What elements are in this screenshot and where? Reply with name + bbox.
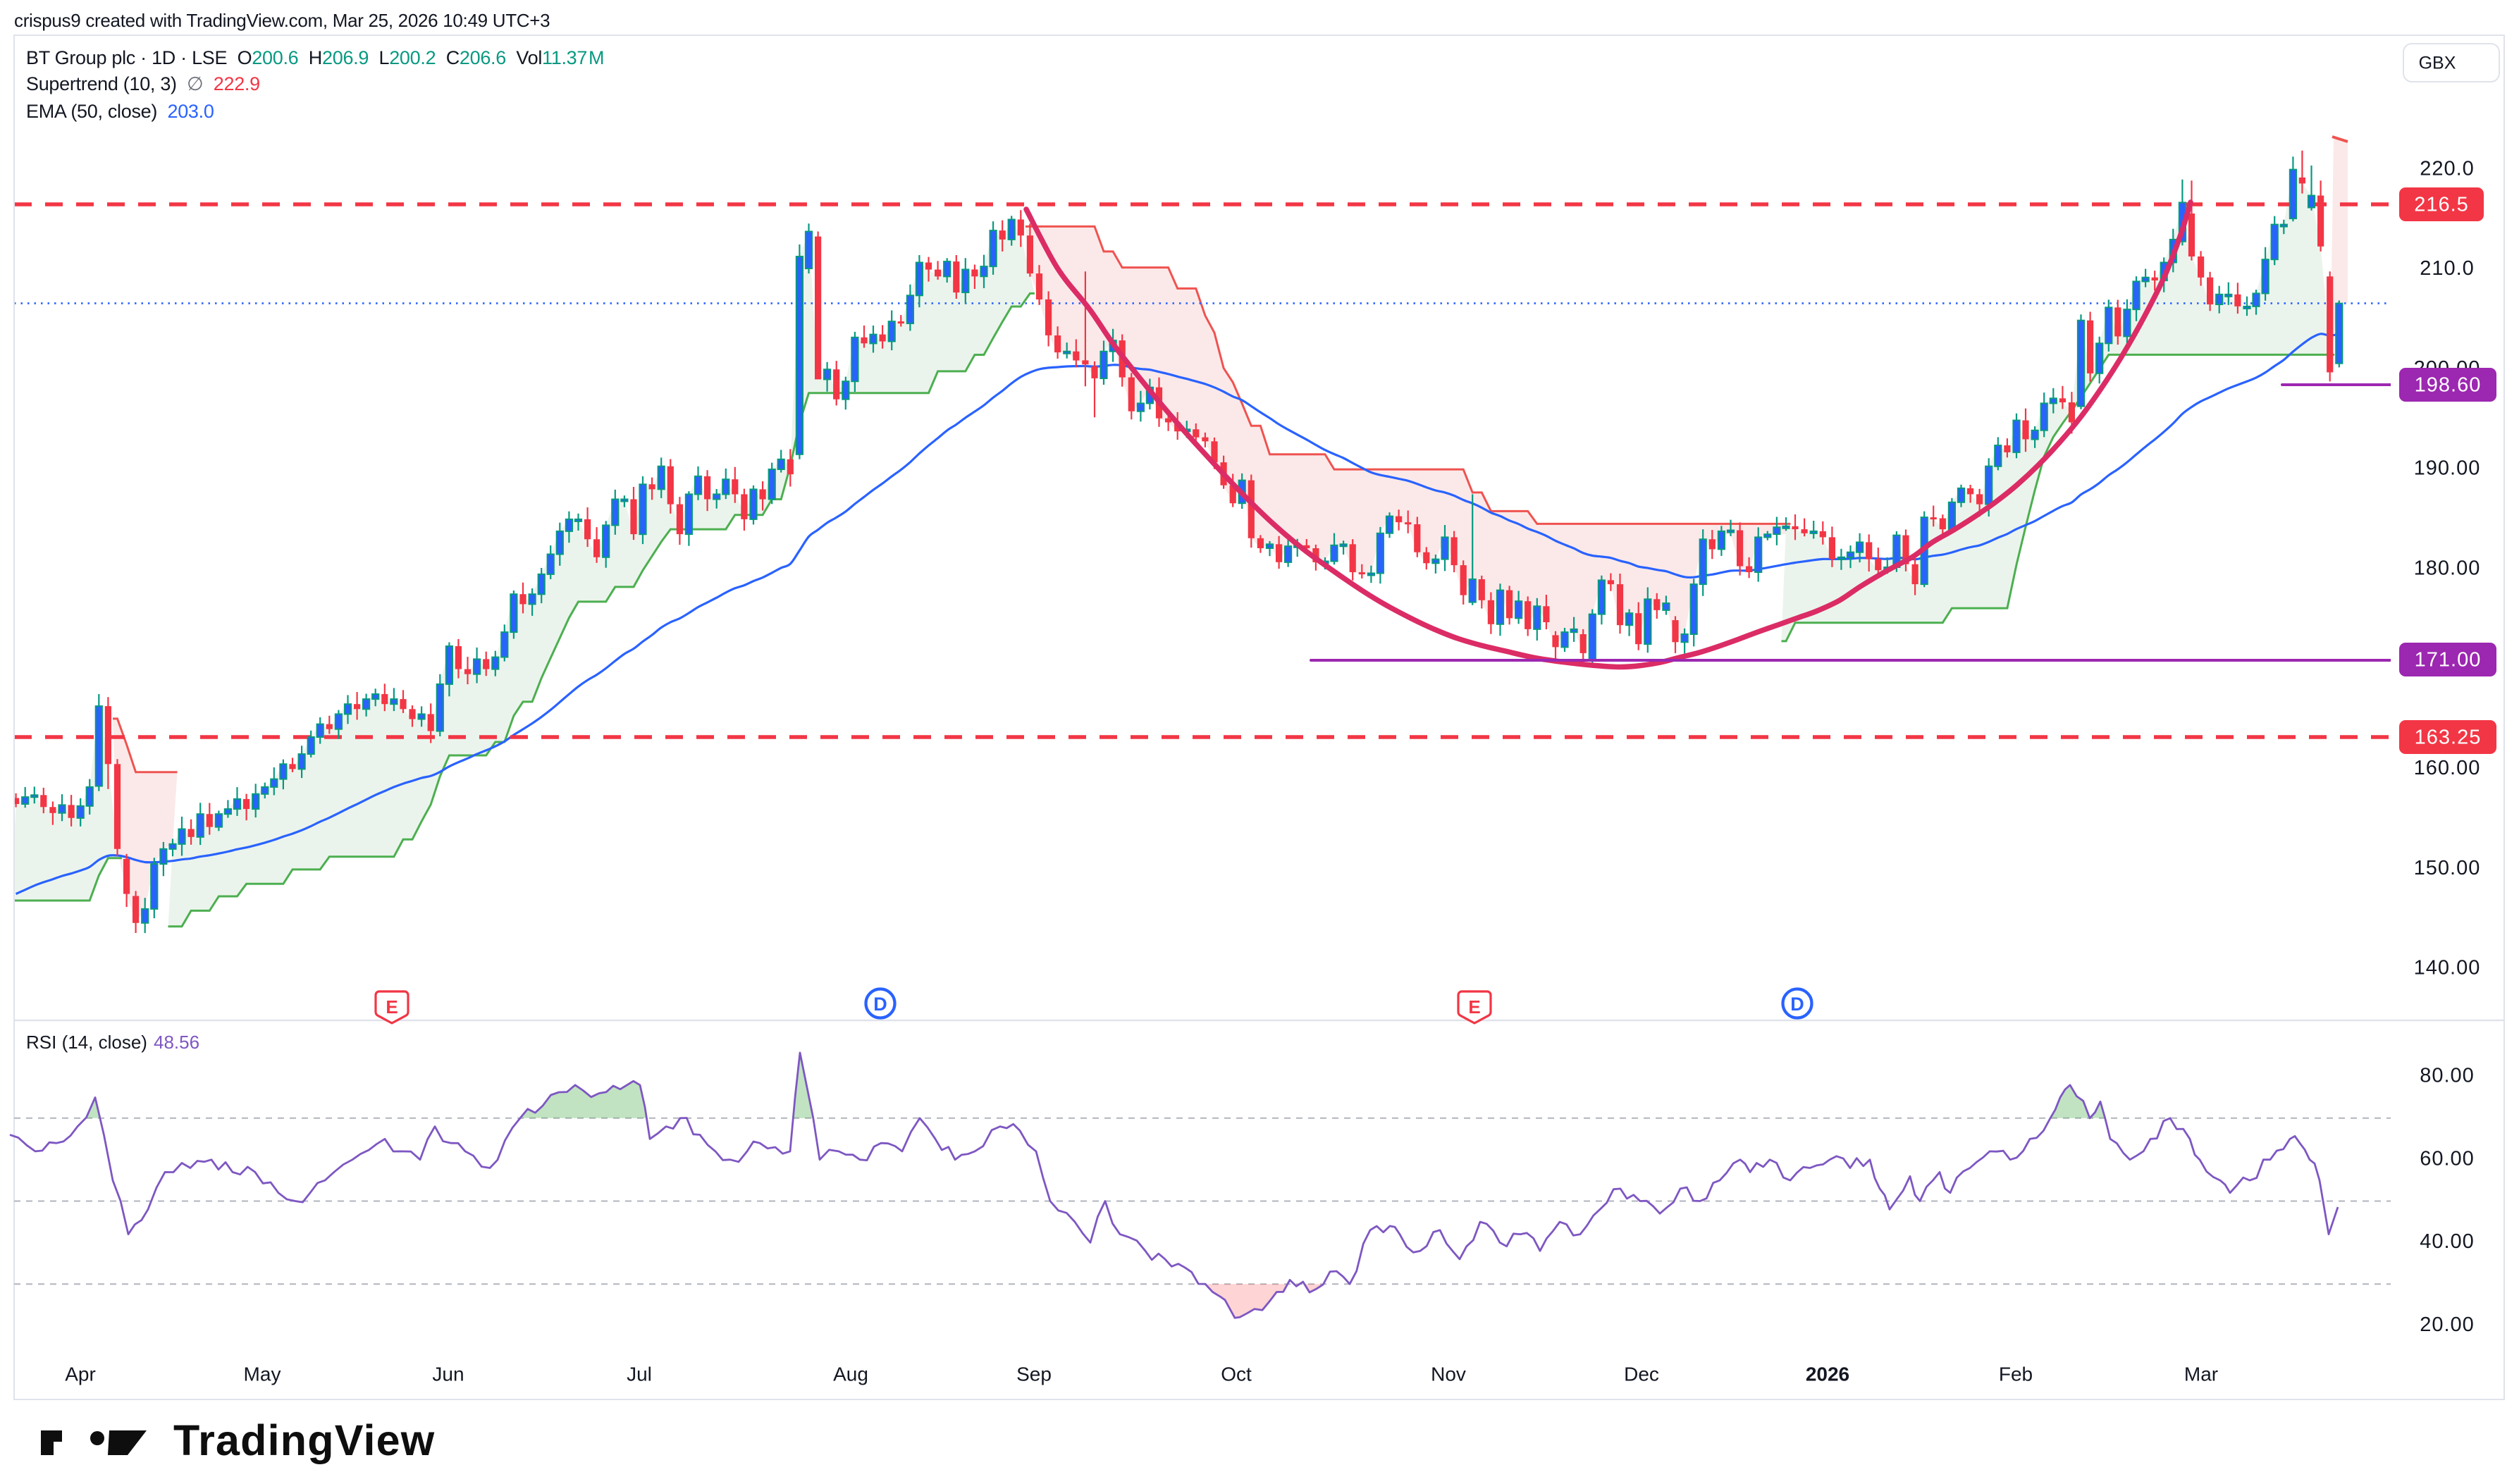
svg-text:140.00: 140.00 bbox=[2414, 957, 2481, 979]
svg-text:60.00: 60.00 bbox=[2420, 1147, 2475, 1170]
svg-text:160.00: 160.00 bbox=[2414, 757, 2481, 779]
svg-text:220.0: 220.0 bbox=[2420, 157, 2475, 180]
svg-text:crispus9 created with TradingV: crispus9 created with TradingView.com, M… bbox=[14, 10, 550, 31]
svg-text:BT Group plc · 1D · LSE O200.: BT Group plc · 1D · LSE O200.6 H206.9 L2… bbox=[26, 47, 604, 68]
svg-text:163.25: 163.25 bbox=[2415, 726, 2482, 749]
svg-text:Aug: Aug bbox=[833, 1363, 868, 1385]
svg-text:D: D bbox=[873, 994, 887, 1015]
svg-text:48.56: 48.56 bbox=[154, 1032, 199, 1053]
svg-text:D: D bbox=[1790, 994, 1804, 1015]
svg-text:150.00: 150.00 bbox=[2414, 857, 2481, 879]
svg-text:Mar: Mar bbox=[2184, 1363, 2218, 1385]
svg-text:Jul: Jul bbox=[627, 1363, 652, 1385]
svg-text:EMA (50, close) 203.0: EMA (50, close) 203.0 bbox=[26, 101, 214, 122]
svg-text:Dec: Dec bbox=[1624, 1363, 1659, 1385]
svg-text:216.5: 216.5 bbox=[2414, 194, 2469, 216]
svg-text:Oct: Oct bbox=[1221, 1363, 1252, 1385]
svg-text:171.00: 171.00 bbox=[2415, 649, 2482, 672]
svg-text:GBX: GBX bbox=[2419, 54, 2456, 73]
svg-text:May: May bbox=[244, 1363, 281, 1385]
svg-text:Jun: Jun bbox=[432, 1363, 464, 1385]
svg-text:198.60: 198.60 bbox=[2415, 374, 2482, 397]
svg-text:Sep: Sep bbox=[1016, 1363, 1052, 1385]
svg-text:Apr: Apr bbox=[65, 1363, 96, 1385]
svg-text:20.00: 20.00 bbox=[2420, 1313, 2475, 1336]
svg-text:40.00: 40.00 bbox=[2420, 1230, 2475, 1253]
svg-text:2026: 2026 bbox=[1806, 1363, 1849, 1385]
svg-text:E: E bbox=[386, 996, 398, 1018]
svg-text:Supertrend (10, 3) ∅ 222.9: Supertrend (10, 3) ∅ 222.9 bbox=[26, 73, 260, 94]
svg-text:E: E bbox=[1468, 996, 1480, 1018]
svg-text:190.00: 190.00 bbox=[2414, 457, 2481, 480]
svg-text:210.0: 210.0 bbox=[2420, 257, 2475, 280]
svg-text:Nov: Nov bbox=[1431, 1363, 1466, 1385]
svg-text:TradingView: TradingView bbox=[173, 1416, 435, 1464]
svg-text:Feb: Feb bbox=[1999, 1363, 2033, 1385]
svg-text:180.00: 180.00 bbox=[2414, 557, 2481, 579]
svg-text:80.00: 80.00 bbox=[2420, 1065, 2475, 1087]
svg-text:RSI (14, close): RSI (14, close) bbox=[26, 1032, 147, 1053]
